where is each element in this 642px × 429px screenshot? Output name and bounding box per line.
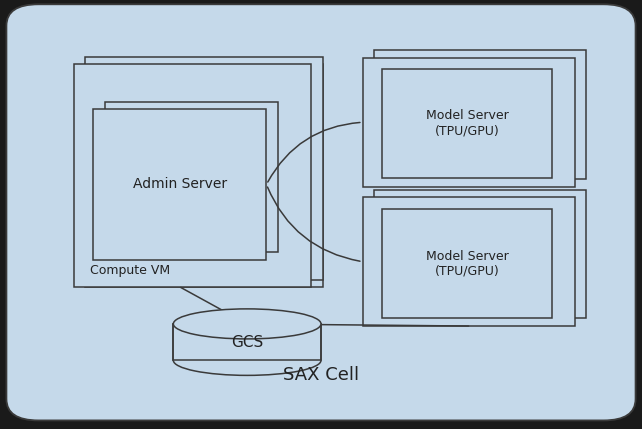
Bar: [173, 324, 321, 360]
FancyBboxPatch shape: [6, 4, 636, 420]
Ellipse shape: [173, 309, 321, 339]
Text: Compute VM: Compute VM: [90, 264, 170, 277]
Text: Model Server
(TPU/GPU): Model Server (TPU/GPU): [426, 109, 508, 137]
Bar: [363, 197, 575, 326]
Bar: [85, 57, 323, 280]
Text: SAX Cell: SAX Cell: [283, 366, 359, 384]
FancyArrowPatch shape: [268, 187, 360, 261]
Text: GCS: GCS: [231, 335, 263, 350]
Bar: [374, 190, 586, 318]
Bar: [105, 102, 278, 252]
Bar: [382, 69, 552, 178]
Bar: [74, 64, 311, 287]
Bar: [93, 109, 266, 260]
Bar: [382, 209, 552, 318]
Bar: [363, 58, 575, 187]
Text: Model Server
(TPU/GPU): Model Server (TPU/GPU): [426, 250, 508, 278]
Bar: [85, 64, 323, 287]
FancyArrowPatch shape: [268, 122, 360, 182]
Text: Admin Server: Admin Server: [133, 178, 227, 191]
Bar: [374, 50, 586, 179]
